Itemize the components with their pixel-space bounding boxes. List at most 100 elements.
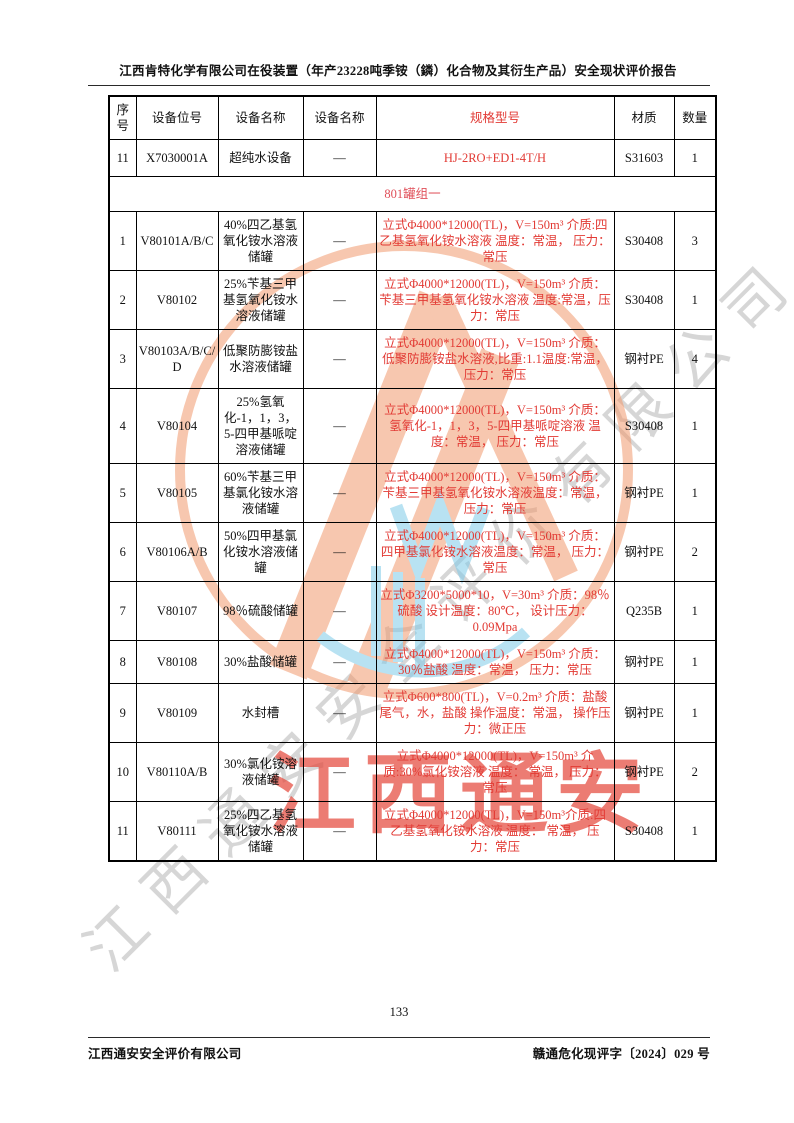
cell-quantity: 1: [673, 139, 717, 177]
section-label: 801罐组一: [108, 176, 717, 212]
header-equipment-tag: 设备位号: [135, 95, 219, 140]
header-quantity: 数量: [673, 95, 717, 140]
cell-equipment-name-2: —: [302, 270, 377, 330]
cell-equipment-name: 超纯水设备: [217, 139, 304, 177]
table-row: 5 V80105 60%苄基三甲基氯化铵水溶液储罐 — 立式Φ4000*1200…: [108, 463, 717, 523]
cell-material: S30408: [613, 211, 675, 271]
cell-serial-number: 3: [108, 329, 137, 389]
cell-equipment-tag: V80109: [135, 683, 219, 743]
doc-header-title: 江西肯特化学有限公司在役装置（年产23228吨季铵（鏻）化合物及其衍生产品）安全…: [119, 64, 677, 78]
cell-quantity: 1: [673, 270, 717, 330]
cell-equipment-tag: V80106A/B: [135, 522, 219, 582]
cell-material: 钢衬PE: [613, 522, 675, 582]
table-row: 11 X7030001A 超纯水设备 — HJ-2RO+ED1-4T/H S31…: [108, 139, 717, 177]
cell-equipment-name-2: —: [302, 801, 377, 862]
cell-spec-model: 立式Φ4000*12000(TL)，V=150m³ 介质:30%氯化铵溶液 温度…: [375, 742, 615, 802]
cell-equipment-tag: V80103A/B/C/D: [135, 329, 219, 389]
cell-material: S30408: [613, 801, 675, 862]
cell-serial-number: 2: [108, 270, 137, 330]
page-number: 133: [389, 1005, 409, 1019]
header-equipment-name: 设备名称: [217, 95, 304, 140]
cell-quantity: 1: [673, 581, 717, 641]
cell-quantity: 1: [673, 463, 717, 523]
cell-spec-model: 立式Φ4000*12000(TL)，V=150m³ 介质：低聚防膨铵盐水溶液,比…: [375, 329, 615, 389]
cell-serial-number: 1: [108, 211, 137, 271]
cell-spec-model: 立式Φ4000*12000(TL)，V=150m³ 介质：苄基三甲基氢氧化铵水溶…: [375, 270, 615, 330]
cell-equipment-tag: V80107: [135, 581, 219, 641]
cell-quantity: 2: [673, 522, 717, 582]
cell-equipment-name: 30%氯化铵溶液储罐: [217, 742, 304, 802]
cell-equipment-name-2: —: [302, 742, 377, 802]
cell-spec-model: 立式Φ4000*12000(TL)，V=150m³ 介质：四甲基氯化铵水溶液温度…: [375, 522, 615, 582]
main-rows: 1 V80101A/B/C 40%四乙基氢氧化铵水溶液储罐 — 立式Φ4000*…: [108, 211, 717, 862]
cell-equipment-name-2: —: [302, 463, 377, 523]
cell-material: 钢衬PE: [613, 683, 675, 743]
header-material: 材质: [613, 95, 675, 140]
cell-spec-model: 立式Φ4000*12000(TL)，V=150m³介质:四乙基氢氧化铵水溶液 温…: [375, 801, 615, 862]
cell-equipment-name: 40%四乙基氢氧化铵水溶液储罐: [217, 211, 304, 271]
cell-spec-model: 立式Φ4000*12000(TL)，V=150m³ 介质：氢氧化-1，1，3，5…: [375, 388, 615, 464]
cell-equipment-name: 50%四甲基氯化铵水溶液储罐: [217, 522, 304, 582]
cell-equipment-name-2: —: [302, 581, 377, 641]
cell-equipment-name: 98％硫酸储罐: [217, 581, 304, 641]
header-spec-model: 规格型号: [375, 95, 615, 140]
cell-material: 钢衬PE: [613, 329, 675, 389]
table-row: 11 V80111 25%四乙基氢氧化铵水溶液储罐 — 立式Φ4000*1200…: [108, 801, 717, 862]
cell-spec-model: 立式Φ600*800(TL)，V=0.2m³ 介质：盐酸尾气，水，盐酸 操作温度…: [375, 683, 615, 743]
cell-quantity: 1: [673, 388, 717, 464]
cell-equipment-tag: V80110A/B: [135, 742, 219, 802]
footer-divider: [88, 1037, 710, 1038]
cell-serial-number: 4: [108, 388, 137, 464]
cell-spec-model: HJ-2RO+ED1-4T/H: [375, 139, 615, 177]
cell-quantity: 4: [673, 329, 717, 389]
table-row: 7 V80107 98％硫酸储罐 — 立式Φ3200*5000*10，V=30m…: [108, 581, 717, 641]
table-row: 8 V80108 30%盐酸储罐 — 立式Φ4000*12000(TL)，V=1…: [108, 640, 717, 684]
cell-equipment-name-2: —: [302, 329, 377, 389]
table-row: 10 V80110A/B 30%氯化铵溶液储罐 — 立式Φ4000*12000(…: [108, 742, 717, 802]
cell-material: 钢衬PE: [613, 463, 675, 523]
cell-spec-model: 立式Φ3200*5000*10，V=30m³ 介质：98％硫酸 设计温度：80℃…: [375, 581, 615, 641]
cell-equipment-tag: X7030001A: [135, 139, 219, 177]
cell-material: 钢衬PE: [613, 742, 675, 802]
cell-serial-number: 9: [108, 683, 137, 743]
equipment-table: 序号 设备位号 设备名称 设备名称 规格型号 材质 数量 11 X7030001…: [108, 95, 717, 862]
cell-quantity: 1: [673, 640, 717, 684]
rows-before-section: 11 X7030001A 超纯水设备 — HJ-2RO+ED1-4T/H S31…: [108, 139, 717, 177]
cell-spec-model: 立式Φ4000*12000(TL)，V=150m³ 介质：30％盐酸 温度：常温…: [375, 640, 615, 684]
header-serial-number: 序号: [108, 95, 137, 140]
title-divider: [88, 85, 710, 86]
cell-material: S31603: [613, 139, 675, 177]
cell-equipment-name-2: —: [302, 640, 377, 684]
cell-serial-number: 11: [108, 801, 137, 862]
table-row: 4 V80104 25%氢氧化-1，1，3，5-四甲基哌啶溶液储罐 — 立式Φ4…: [108, 388, 717, 464]
cell-equipment-tag: V80101A/B/C: [135, 211, 219, 271]
cell-serial-number: 11: [108, 139, 137, 177]
cell-material: S30408: [613, 270, 675, 330]
header-equipment-name-2: 设备名称: [302, 95, 377, 140]
cell-equipment-name: 25%苄基三甲基氢氧化铵水溶液储罐: [217, 270, 304, 330]
cell-material: S30408: [613, 388, 675, 464]
cell-equipment-name: 25%四乙基氢氧化铵水溶液储罐: [217, 801, 304, 862]
cell-equipment-name: 60%苄基三甲基氯化铵水溶液储罐: [217, 463, 304, 523]
cell-equipment-name-2: —: [302, 522, 377, 582]
page-footer: 江西通安安全评价有限公司 赣通危化现评字〔2024〕029 号: [88, 1043, 710, 1062]
footer-company: 江西通安安全评价有限公司: [88, 1047, 242, 1061]
cell-serial-number: 6: [108, 522, 137, 582]
cell-quantity: 1: [673, 801, 717, 862]
cell-equipment-name: 低聚防膨铵盐水溶液储罐: [217, 329, 304, 389]
cell-quantity: 1: [673, 683, 717, 743]
cell-quantity: 2: [673, 742, 717, 802]
table-row: 3 V80103A/B/C/D 低聚防膨铵盐水溶液储罐 — 立式Φ4000*12…: [108, 329, 717, 389]
cell-serial-number: 10: [108, 742, 137, 802]
cell-equipment-name: 30%盐酸储罐: [217, 640, 304, 684]
cell-equipment-name-2: —: [302, 683, 377, 743]
cell-quantity: 3: [673, 211, 717, 271]
cell-equipment-tag: V80111: [135, 801, 219, 862]
cell-equipment-name: 水封槽: [217, 683, 304, 743]
cell-serial-number: 8: [108, 640, 137, 684]
cell-spec-model: 立式Φ4000*12000(TL)，V=150m³ 介质：苄基三甲基氢氧化铵水溶…: [375, 463, 615, 523]
section-row: 801罐组一: [108, 176, 717, 212]
cell-equipment-tag: V80105: [135, 463, 219, 523]
